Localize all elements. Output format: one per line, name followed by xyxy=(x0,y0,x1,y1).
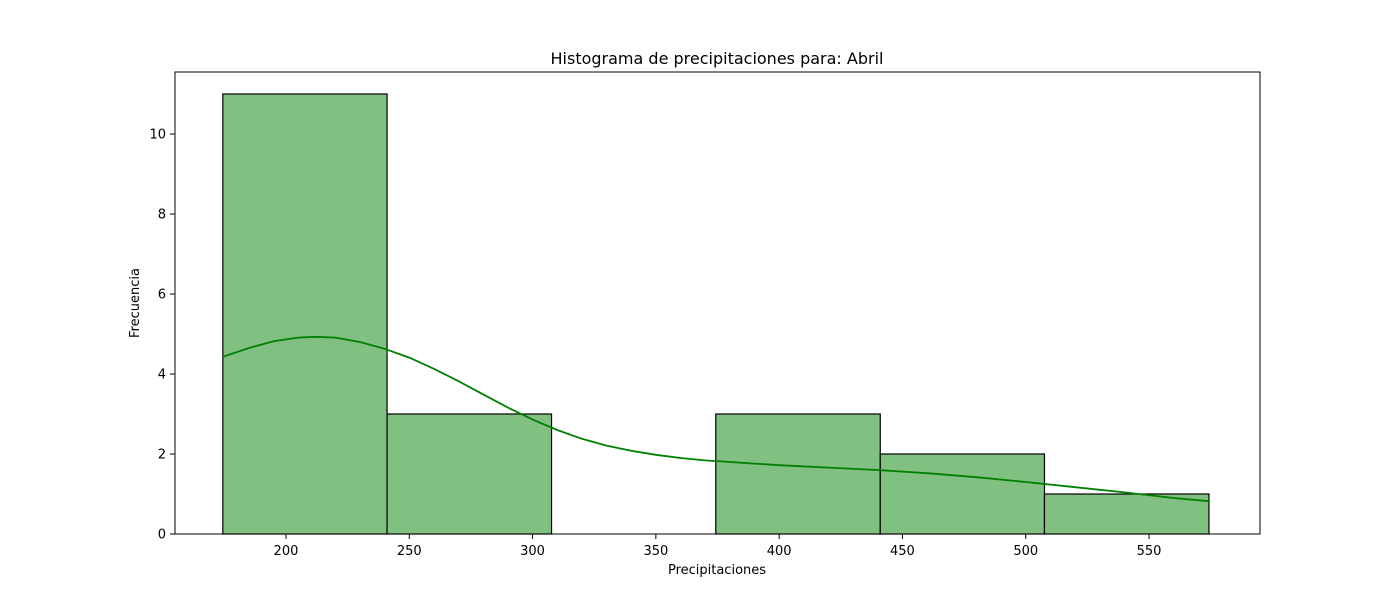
x-tick-label: 200 xyxy=(274,544,299,559)
y-tick-label: 4 xyxy=(158,368,166,383)
x-tick-label: 550 xyxy=(1137,544,1162,559)
histogram-bar-6 xyxy=(1043,493,1210,535)
histogram-bar-4 xyxy=(715,413,881,535)
x-axis-ticks: 200 250 300 350 400 450 500 550 xyxy=(274,534,1162,559)
y-tick-label: 8 xyxy=(158,208,166,223)
kde-curve xyxy=(222,335,1210,503)
x-tick-label: 400 xyxy=(767,544,792,559)
y-axis-ticks: 0 2 4 6 8 10 xyxy=(149,128,175,543)
y-tick-label: 0 xyxy=(158,528,166,543)
y-tick-label: 10 xyxy=(149,128,166,143)
histogram-bar-5 xyxy=(879,453,1046,535)
histogram-bar-2 xyxy=(386,413,553,535)
y-axis-label: Frecuencia xyxy=(128,268,143,338)
plot-frame xyxy=(174,71,1261,535)
x-tick-label: 500 xyxy=(1013,544,1038,559)
histogram-bar-1 xyxy=(222,93,388,535)
x-tick-label: 250 xyxy=(397,544,422,559)
y-tick-label: 6 xyxy=(158,288,166,303)
x-tick-label: 350 xyxy=(643,544,668,559)
bars-group xyxy=(222,93,1210,535)
x-tick-label: 450 xyxy=(890,544,915,559)
chart-title: Histograma de precipitaciones para: Abri… xyxy=(551,49,884,68)
y-tick-label: 2 xyxy=(158,448,166,463)
x-axis-label: Precipitaciones xyxy=(668,563,766,578)
x-tick-label: 300 xyxy=(520,544,545,559)
